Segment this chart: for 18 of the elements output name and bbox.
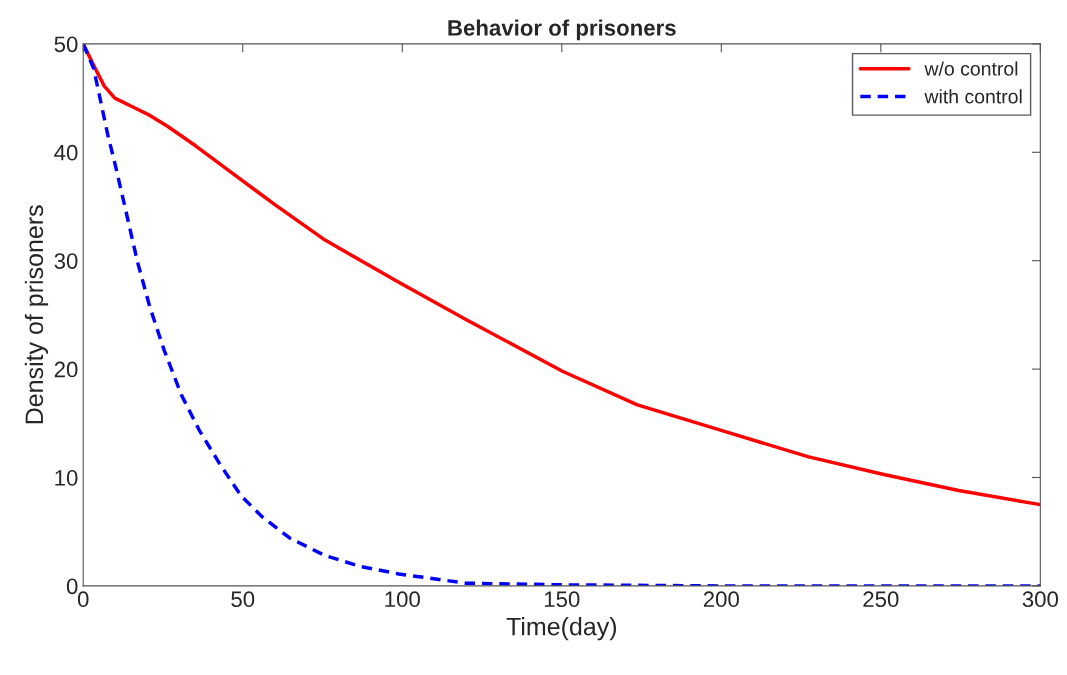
x-tick-label: 150 xyxy=(544,591,580,608)
y-tick-label: 20 xyxy=(54,361,78,378)
legend-label: with control xyxy=(924,89,1022,104)
x-tick-label: 200 xyxy=(703,591,739,608)
x-axis-title: Time(day) xyxy=(506,617,617,641)
y-tick-label: 40 xyxy=(54,144,78,161)
x-tick-label: 250 xyxy=(863,591,899,608)
y-tick-label: 0 xyxy=(66,578,78,595)
x-tick-label: 0 xyxy=(77,591,89,608)
chart-title: Behavior of prisoners xyxy=(448,19,676,41)
legend-label: w/o control xyxy=(924,61,1018,76)
x-tick-label: 300 xyxy=(1022,591,1058,608)
y-tick-label: 10 xyxy=(55,470,78,486)
x-tick-label: 100 xyxy=(385,591,420,608)
y-tick-label: 50 xyxy=(54,36,78,53)
x-tick-label: 50 xyxy=(231,591,255,608)
y-tick-label: 30 xyxy=(54,253,78,269)
y-axis-title: Density of prisoners xyxy=(24,205,49,424)
